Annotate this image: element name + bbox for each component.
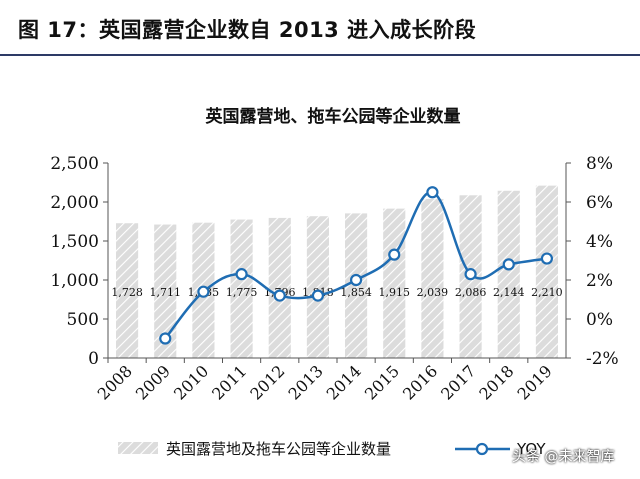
- y-right-tick-label: 4%: [586, 232, 613, 252]
- bar-data-label: 1,728: [111, 286, 143, 299]
- x-tick-label: 2010: [170, 361, 212, 403]
- legend-bar-swatch: [118, 442, 158, 454]
- x-tick-label: 2014: [323, 361, 365, 403]
- legend: 英国露营地及拖车公园等企业数量 YOY: [118, 440, 546, 458]
- x-tick-label: 2009: [132, 361, 174, 403]
- yoy-marker: [349, 273, 363, 287]
- x-tick-label: 2017: [437, 361, 479, 403]
- bar-data-label: 1,854: [340, 286, 372, 299]
- bar: [230, 219, 253, 358]
- legend-line-label: YOY: [516, 440, 546, 458]
- watermark: 头条 @未来智库: [512, 449, 615, 465]
- x-tick-label: 2011: [208, 361, 250, 403]
- y-left-tick-label: 1,000: [50, 271, 99, 291]
- legend-bar-label: 英国露营地及拖车公园等企业数量: [166, 440, 391, 458]
- x-tick-label: 2015: [361, 361, 403, 403]
- x-tick-label: 2008: [94, 361, 136, 403]
- y-left-tick-label: 2,500: [50, 154, 99, 174]
- yoy-marker: [159, 332, 172, 345]
- y-left-tick-label: 1,500: [50, 232, 99, 252]
- bar: [306, 216, 329, 358]
- y-left-tick-label: 500: [67, 310, 99, 330]
- x-tick-label: 2016: [399, 361, 441, 403]
- yoy-marker: [388, 248, 401, 261]
- yoy-marker: [464, 268, 477, 281]
- bar: [421, 198, 444, 358]
- bar-data-label: 2,210: [531, 286, 563, 299]
- yoy-marker: [273, 289, 286, 302]
- x-tick-label: 2012: [246, 361, 288, 403]
- yoy-marker: [311, 289, 325, 302]
- bars-group: [116, 185, 558, 358]
- bar: [535, 185, 558, 358]
- y-right-tick-label: 0%: [586, 310, 613, 330]
- y-right-tick-label: 6%: [586, 193, 613, 213]
- bar: [116, 223, 139, 358]
- y-right-tick-label: 8%: [586, 154, 613, 174]
- bar-data-label: 2,039: [417, 286, 449, 299]
- y-left-tick-label: 0: [88, 349, 99, 369]
- x-tick-labels: 2008200920102011201220132014201520162017…: [94, 361, 556, 403]
- figure-title-bar: 图 17：英国露营企业数自 2013 进入成长阶段: [0, 0, 640, 56]
- bar-data-label: 1,711: [150, 286, 182, 299]
- yoy-marker: [426, 186, 439, 199]
- yoy-marker: [540, 252, 554, 265]
- x-tick-label: 2013: [285, 361, 327, 403]
- y-left-tick-label: 2,000: [50, 193, 99, 213]
- data-labels-group: 1,7281,7111,7351,7751,7961,8181,8541,915…: [111, 286, 562, 299]
- yoy-marker: [197, 285, 210, 298]
- bar-data-label: 2,144: [493, 286, 525, 299]
- bar: [497, 190, 520, 358]
- figure-title: 图 17：英国露营企业数自 2013 进入成长阶段: [18, 18, 477, 42]
- yoy-marker: [502, 258, 515, 271]
- bar: [383, 208, 406, 358]
- axes-group: 0 500 1,000 1,500 2,000 2,500 -2% 0% 2% 4% 6% 8%: [50, 154, 618, 369]
- bar-data-label: 1,915: [379, 286, 411, 299]
- bar-data-label: 1,775: [226, 286, 258, 299]
- yoy-line-group: [159, 186, 554, 345]
- bar: [154, 224, 177, 358]
- bar-data-label: 2,086: [455, 286, 487, 299]
- yoy-marker: [235, 268, 248, 281]
- chart-title: 英国露营地、拖车公园等企业数量: [206, 106, 461, 127]
- y-right-tick-label: -2%: [586, 349, 619, 369]
- x-tick-label: 2019: [514, 361, 556, 403]
- bar: [268, 217, 291, 358]
- legend-line-marker: [475, 442, 489, 456]
- x-tick-label: 2018: [475, 361, 517, 403]
- y-right-tick-label: 2%: [586, 271, 613, 291]
